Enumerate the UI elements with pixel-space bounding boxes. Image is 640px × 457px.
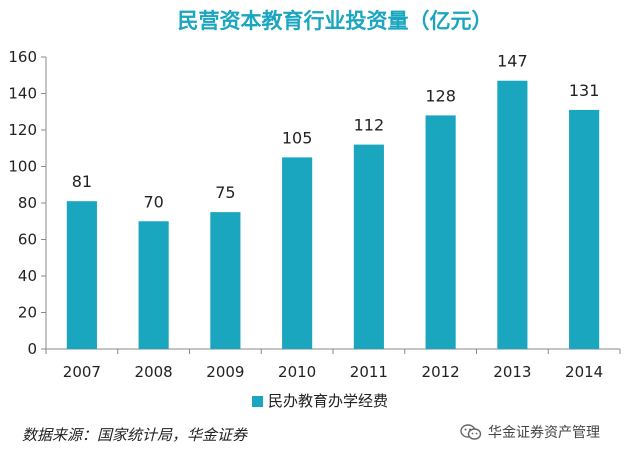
data-label-2010: 105 (282, 128, 313, 147)
data-label-2013: 147 (497, 52, 528, 71)
bar-2012 (425, 115, 456, 350)
bar-2007 (66, 201, 97, 349)
y-tick-label: 80 (18, 194, 37, 212)
watermark: 华金证券资产管理 (460, 420, 635, 444)
bar-2009 (210, 212, 241, 349)
x-tick-label: 2014 (565, 363, 603, 381)
watermark-text: 华金证券资产管理 (488, 425, 600, 441)
x-tick-label: 2009 (206, 363, 244, 381)
x-tick-label: 2011 (350, 363, 388, 381)
data-label-2011: 112 (354, 116, 385, 135)
data-label-2009: 75 (215, 183, 235, 202)
bar-2010 (282, 157, 313, 349)
x-tick-label: 2008 (135, 363, 173, 381)
legend-label: 民办教育办学经费 (268, 392, 388, 410)
wechat-icon (460, 423, 482, 441)
data-label-2012: 128 (425, 86, 456, 105)
data-label-2008: 70 (143, 192, 163, 211)
y-tick-label: 20 (18, 304, 37, 322)
x-tick-label: 2012 (422, 363, 460, 381)
y-tick-label: 0 (27, 340, 37, 358)
legend: 民办教育办学经费 (252, 392, 388, 410)
y-tick-label: 100 (8, 158, 37, 176)
x-tick-label: 2013 (493, 363, 531, 381)
x-tick-label: 2007 (63, 363, 101, 381)
x-tick-label: 2010 (278, 363, 316, 381)
y-tick-label: 120 (8, 121, 37, 139)
source-note: 数据来源：国家统计局，华金证券 (22, 426, 248, 444)
bar-2008 (138, 221, 169, 349)
y-tick-label: 60 (18, 231, 37, 249)
data-labels: 81 70 75 105 112 128 147 131 (72, 52, 600, 212)
bar-2011 (353, 144, 384, 349)
x-axis: 2007 2008 2009 2010 2011 2012 2013 2014 (45, 348, 621, 381)
legend-swatch (252, 396, 263, 407)
bar-series (66, 80, 600, 350)
y-tick-label: 160 (8, 48, 37, 66)
bar-2014 (569, 109, 600, 349)
chart-title: 民营资本教育行业投资量（亿元） (178, 9, 493, 33)
y-tick-label: 40 (18, 267, 37, 285)
data-label-2007: 81 (72, 172, 92, 191)
y-axis: 0 20 40 60 80 100 120 140 160 (8, 48, 47, 358)
y-tick-label: 140 (8, 85, 37, 103)
bar-2013 (497, 80, 528, 349)
data-label-2014: 131 (569, 81, 600, 100)
